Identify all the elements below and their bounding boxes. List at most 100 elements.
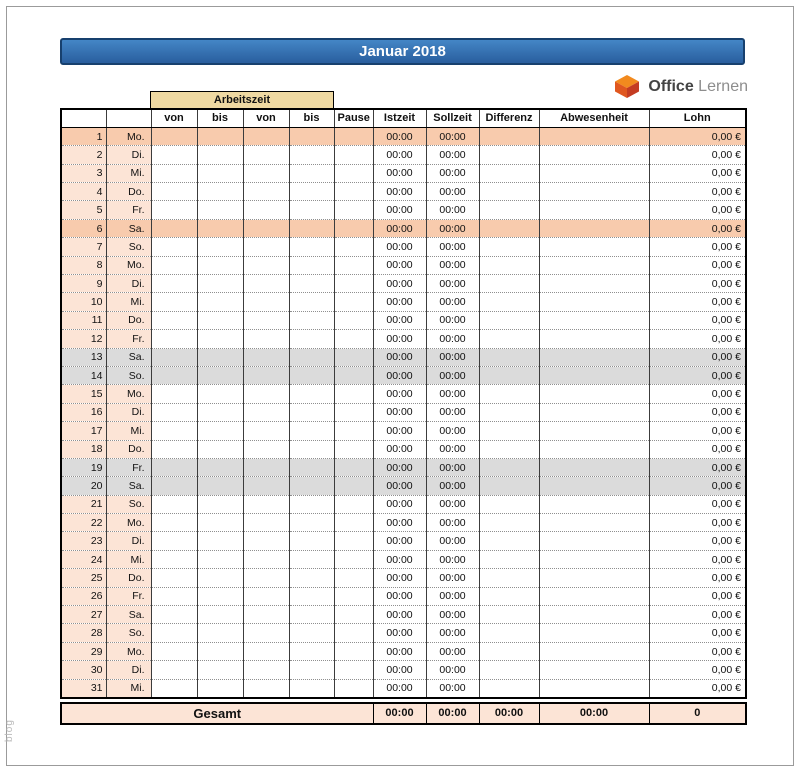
bis2-cell[interactable]: [289, 421, 335, 441]
von1-cell[interactable]: [151, 292, 198, 312]
istzeit-cell[interactable]: 00:00: [373, 219, 427, 239]
bis2-cell[interactable]: [289, 182, 335, 202]
lohn-cell[interactable]: 0,00 €: [649, 458, 747, 478]
von1-cell[interactable]: [151, 237, 198, 257]
istzeit-cell[interactable]: 00:00: [373, 311, 427, 331]
von2-cell[interactable]: [243, 256, 290, 276]
von2-cell[interactable]: [243, 164, 290, 184]
lohn-cell[interactable]: 0,00 €: [649, 495, 747, 515]
sollzeit-cell[interactable]: 00:00: [426, 587, 480, 607]
pause-cell[interactable]: [334, 182, 374, 202]
von2-cell[interactable]: [243, 458, 290, 478]
datum-cell[interactable]: 29: [61, 642, 107, 662]
bis2-cell[interactable]: [289, 476, 335, 496]
sollzeit-cell[interactable]: 00:00: [426, 531, 480, 551]
tag-cell[interactable]: Sa.: [106, 219, 152, 239]
lohn-cell[interactable]: 0,00 €: [649, 550, 747, 570]
datum-cell[interactable]: 19: [61, 458, 107, 478]
pause-cell[interactable]: [334, 421, 374, 441]
von1-cell[interactable]: [151, 623, 198, 643]
bis1-cell[interactable]: [197, 605, 244, 625]
sollzeit-cell[interactable]: 00:00: [426, 458, 480, 478]
bis1-cell[interactable]: [197, 623, 244, 643]
pause-cell[interactable]: [334, 311, 374, 331]
bis2-cell[interactable]: [289, 348, 335, 367]
lohn-cell[interactable]: 0,00 €: [649, 384, 747, 404]
differenz-cell[interactable]: [479, 329, 540, 349]
abwesenheit-cell[interactable]: [539, 366, 650, 386]
bis2-cell[interactable]: [289, 440, 335, 459]
bis2-cell[interactable]: [289, 660, 335, 680]
abwesenheit-cell[interactable]: [539, 219, 650, 239]
datum-cell[interactable]: 25: [61, 568, 107, 588]
istzeit-cell[interactable]: 00:00: [373, 292, 427, 312]
abwesenheit-cell[interactable]: [539, 642, 650, 662]
von1-cell[interactable]: [151, 311, 198, 331]
pause-cell[interactable]: [334, 329, 374, 349]
bis1-cell[interactable]: [197, 403, 244, 423]
bis2-cell[interactable]: [289, 219, 335, 239]
abwesenheit-cell[interactable]: [539, 311, 650, 331]
lohn-cell[interactable]: 0,00 €: [649, 274, 747, 294]
datum-cell[interactable]: 26: [61, 587, 107, 607]
istzeit-cell[interactable]: 00:00: [373, 127, 427, 147]
von1-cell[interactable]: [151, 587, 198, 607]
differenz-cell[interactable]: [479, 679, 540, 699]
lohn-cell[interactable]: 0,00 €: [649, 476, 747, 496]
lohn-cell[interactable]: 0,00 €: [649, 219, 747, 239]
bis2-cell[interactable]: [289, 458, 335, 478]
abwesenheit-cell[interactable]: [539, 329, 650, 349]
von1-cell[interactable]: [151, 660, 198, 680]
datum-cell[interactable]: 27: [61, 605, 107, 625]
von1-cell[interactable]: [151, 384, 198, 404]
bis1-cell[interactable]: [197, 292, 244, 312]
datum-cell[interactable]: 18: [61, 440, 107, 459]
bis1-cell[interactable]: [197, 440, 244, 459]
tag-cell[interactable]: Do.: [106, 311, 152, 331]
istzeit-cell[interactable]: 00:00: [373, 274, 427, 294]
sollzeit-cell[interactable]: 00:00: [426, 495, 480, 515]
tag-cell[interactable]: Fr.: [106, 458, 152, 478]
sollzeit-cell[interactable]: 00:00: [426, 513, 480, 533]
bis2-cell[interactable]: [289, 587, 335, 607]
sollzeit-cell[interactable]: 00:00: [426, 605, 480, 625]
von1-cell[interactable]: [151, 366, 198, 386]
von2-cell[interactable]: [243, 237, 290, 257]
tag-cell[interactable]: So.: [106, 623, 152, 643]
lohn-cell[interactable]: 0,00 €: [649, 403, 747, 423]
istzeit-cell[interactable]: 00:00: [373, 679, 427, 699]
datum-cell[interactable]: 7: [61, 237, 107, 257]
sollzeit-cell[interactable]: 00:00: [426, 476, 480, 496]
sollzeit-cell[interactable]: 00:00: [426, 329, 480, 349]
pause-cell[interactable]: [334, 476, 374, 496]
pause-cell[interactable]: [334, 587, 374, 607]
lohn-cell[interactable]: 0,00 €: [649, 292, 747, 312]
datum-cell[interactable]: 10: [61, 292, 107, 312]
tag-cell[interactable]: Mo.: [106, 384, 152, 404]
lohn-cell[interactable]: 0,00 €: [649, 256, 747, 276]
von2-cell[interactable]: [243, 531, 290, 551]
tag-cell[interactable]: Mi.: [106, 550, 152, 570]
lohn-cell[interactable]: 0,00 €: [649, 568, 747, 588]
pause-cell[interactable]: [334, 458, 374, 478]
lohn-cell[interactable]: 0,00 €: [649, 513, 747, 533]
abwesenheit-cell[interactable]: [539, 348, 650, 367]
lohn-cell[interactable]: 0,00 €: [649, 237, 747, 257]
lohn-cell[interactable]: 0,00 €: [649, 311, 747, 331]
bis2-cell[interactable]: [289, 145, 335, 165]
von2-cell[interactable]: [243, 384, 290, 404]
bis2-cell[interactable]: [289, 513, 335, 533]
lohn-cell[interactable]: 0,00 €: [649, 605, 747, 625]
datum-cell[interactable]: 22: [61, 513, 107, 533]
abwesenheit-cell[interactable]: [539, 237, 650, 257]
differenz-cell[interactable]: [479, 164, 540, 184]
von2-cell[interactable]: [243, 348, 290, 367]
differenz-cell[interactable]: [479, 292, 540, 312]
istzeit-cell[interactable]: 00:00: [373, 366, 427, 386]
bis2-cell[interactable]: [289, 403, 335, 423]
tag-cell[interactable]: Do.: [106, 568, 152, 588]
bis1-cell[interactable]: [197, 274, 244, 294]
pause-cell[interactable]: [334, 660, 374, 680]
lohn-cell[interactable]: 0,00 €: [649, 679, 747, 699]
istzeit-cell[interactable]: 00:00: [373, 256, 427, 276]
